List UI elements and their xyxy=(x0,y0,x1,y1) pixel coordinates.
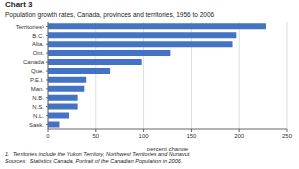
svg-text:200: 200 xyxy=(234,133,245,139)
svg-text:N.S.: N.S. xyxy=(32,104,44,110)
svg-text:B.C.: B.C. xyxy=(32,33,44,39)
svg-text:percent change: percent change xyxy=(147,146,189,151)
svg-text:Man.: Man. xyxy=(31,86,45,92)
svg-text:50: 50 xyxy=(92,133,99,139)
svg-text:Que.: Que. xyxy=(31,68,44,74)
svg-text:N.L.: N.L. xyxy=(33,113,44,119)
svg-text:N.B.: N.B. xyxy=(32,95,44,101)
svg-text:Canada: Canada xyxy=(23,59,45,65)
svg-text:Sask.: Sask. xyxy=(29,122,44,128)
svg-text:Ont.: Ont. xyxy=(33,50,45,56)
svg-text:150: 150 xyxy=(186,133,197,139)
html-text:1. Territories include the Yuk: 1. Territories include the Yukon Territo… xyxy=(5,151,191,157)
svg-text:0: 0 xyxy=(46,133,50,139)
svg-text:250: 250 xyxy=(282,133,291,139)
html-text:Population growth rates, Canad: Population growth rates, Canada, provinc… xyxy=(5,11,215,18)
html-text:Chart 3: Chart 3 xyxy=(5,0,33,9)
svg-text:P.E.I.: P.E.I. xyxy=(30,77,44,83)
svg-text:Alta.: Alta. xyxy=(32,41,44,47)
svg-text:Territories¹: Territories¹ xyxy=(16,24,44,30)
html-text:Sources: Statistics Canada, Po: Sources: Statistics Canada, Portrait of … xyxy=(5,158,183,164)
svg-text:100: 100 xyxy=(139,133,150,139)
